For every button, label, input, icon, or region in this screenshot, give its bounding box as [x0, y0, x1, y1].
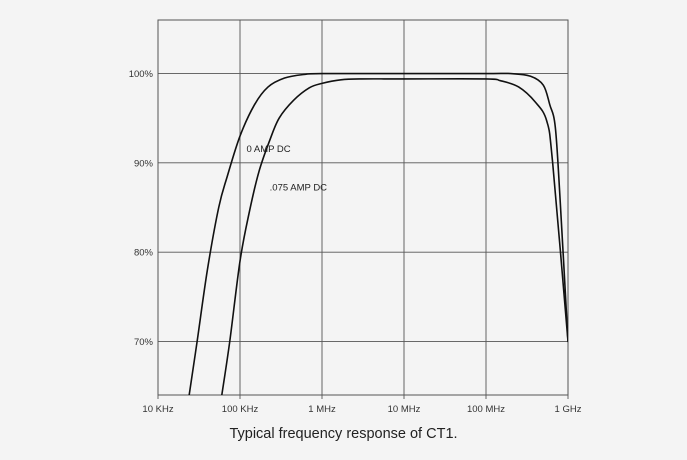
x-tick-label: 10 KHz	[142, 404, 173, 415]
x-tick-label: 10 MHz	[388, 404, 421, 415]
y-tick-label: 100%	[129, 69, 154, 80]
curve-label: .075 AMP DC	[270, 183, 328, 194]
series-layer	[188, 72, 568, 395]
x-tick-label: 1 GHz	[555, 404, 582, 415]
grid-layer	[157, 19, 569, 396]
plot-frame	[157, 19, 569, 396]
x-tick-label: 100 MHz	[467, 404, 505, 415]
figure-caption: Typical frequency response of CT1.	[229, 426, 458, 442]
series-line-1	[221, 77, 568, 395]
curve-label: 0 AMP DC	[246, 144, 290, 155]
series-line-0	[188, 72, 568, 395]
x-tick-label: 1 MHz	[308, 404, 336, 415]
y-tick-label: 90%	[134, 158, 154, 169]
y-tick-label: 80%	[134, 248, 154, 259]
x-tick-label: 100 KHz	[222, 404, 259, 415]
axis-layer: 10 KHz 100 KHz 1 MHz 10 MHz 100 MHz 1 GHz 70% 8…	[129, 69, 582, 415]
y-tick-label: 70%	[134, 337, 154, 348]
annotation-layer: 0 AMP DC .075 AMP DC	[246, 144, 327, 193]
frequency-response-chart: 10 KHz 100 KHz 1 MHz 10 MHz 100 MHz 1 GHz 70% 8…	[129, 19, 582, 415]
